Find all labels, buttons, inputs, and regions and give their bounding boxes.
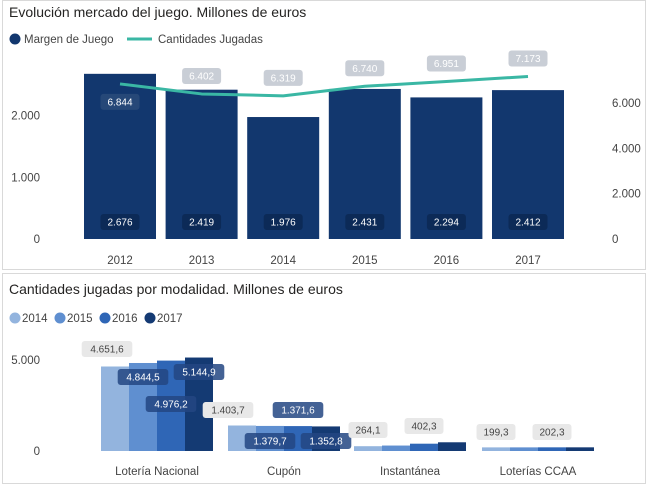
data-label-2015: 4.844,5: [126, 373, 160, 384]
data-label-2016: 202,3: [539, 428, 564, 439]
data-label-2014-bg: [348, 422, 388, 438]
data-label-2017: 5.144,9: [182, 368, 216, 379]
data-label-2015-bg: [117, 369, 169, 385]
bar-margen-de-juego: [328, 88, 401, 239]
y-tick-label: 5.000: [11, 355, 40, 367]
data-label-margen: 2.431: [352, 218, 377, 229]
data-label-2014: 1.403,7: [211, 406, 245, 417]
x-tick-label: 2016: [434, 255, 460, 267]
data-label-2016-bg: [404, 418, 444, 434]
data-label-margen: 2.419: [189, 218, 214, 229]
data-label-cantidades: 7.173: [515, 54, 540, 65]
y-right-tick-label: 2.000: [612, 189, 641, 201]
line-cantidades-jugadas: [119, 74, 529, 98]
data-label-cantidades: 6.844: [107, 97, 132, 108]
x-tick-label: Cupón: [267, 466, 301, 478]
bar-2016: [410, 443, 438, 451]
legend-label-2014: 2014: [22, 313, 48, 325]
data-label-2014-bg: [202, 402, 254, 418]
x-tick-label: 2017: [515, 255, 541, 267]
data-label-cantidades: 6.402: [189, 71, 214, 82]
y-left-tick-label: 0: [34, 234, 40, 246]
data-label-margen-bg: [263, 214, 303, 230]
bar-2015: [510, 447, 538, 451]
data-label-2015-bg: [244, 433, 296, 449]
data-label-2016-bg: [145, 396, 197, 412]
bar-2017: [438, 442, 466, 451]
data-label-cantidades-bg: [508, 50, 548, 67]
data-label-cantidades: 6.319: [271, 73, 296, 84]
data-label-cantidades-bg: [426, 55, 466, 72]
legend-label-2017: 2017: [157, 313, 183, 325]
legend-label-2016: 2016: [112, 313, 138, 325]
data-label-2014: 199,3: [483, 428, 508, 439]
data-label-cantidades-bg: [182, 67, 222, 84]
data-label-margen-bg: [345, 214, 385, 230]
data-label-cantidades: 6.951: [434, 59, 459, 70]
data-label-margen-bg: [508, 214, 548, 230]
data-label-margen: 1.976: [271, 218, 296, 229]
legend-label-cantidades: Cantidades Jugadas: [158, 34, 263, 46]
y-left-tick-label: 1.000: [11, 172, 40, 184]
bar-2017: [566, 447, 594, 451]
legend-marker-2016: [99, 312, 111, 324]
data-label-2017: 1.352,8: [309, 437, 343, 448]
y-right-tick-label: 4.000: [612, 143, 641, 155]
y-left-tick-label: 2.000: [11, 111, 40, 123]
data-label-cantidades-bg: [100, 93, 140, 110]
legend-marker-2015: [54, 312, 66, 324]
y-right-tick-label: 0: [612, 234, 618, 246]
y-right-tick-label: 6.000: [612, 98, 641, 110]
legend-marker-2014: [9, 312, 21, 324]
data-label-margen-bg: [426, 214, 466, 230]
legend-marker-2017: [144, 312, 156, 324]
data-label-margen-bg: [100, 214, 140, 230]
data-label-margen-bg: [182, 214, 222, 230]
data-label-2016-bg: [272, 402, 324, 418]
data-label-cantidades: 6.740: [352, 64, 377, 75]
data-label-2015: 1.379,7: [253, 437, 287, 448]
bar-2015: [382, 445, 410, 451]
bar-2014: [482, 447, 510, 451]
chart-title: Evolución mercado del juego. Millones de…: [9, 4, 307, 20]
data-label-2014-bg: [81, 341, 133, 357]
chart-title: Cantidades jugadas por modalidad. Millon…: [9, 281, 343, 297]
data-label-2014: 264,1: [355, 426, 380, 437]
data-label-2014-bg: [476, 424, 516, 440]
data-label-cantidades-bg: [263, 69, 303, 86]
bar-2014: [354, 446, 382, 451]
data-label-margen: 2.676: [107, 218, 132, 229]
y-tick-label: 0: [34, 446, 40, 458]
data-label-2016: 4.976,2: [154, 400, 188, 411]
x-tick-label: 2013: [189, 255, 215, 267]
data-label-2017-bg: [300, 433, 352, 449]
data-label-2016-bg: [532, 424, 572, 440]
data-label-2014: 4.651,6: [90, 345, 124, 356]
legend-label-margen: Margen de Juego: [24, 34, 114, 46]
x-tick-label: 2012: [107, 255, 133, 267]
chart-evolucion: Margen de Juego Cantidades Jugadas 0 1.000 2…: [9, 33, 641, 267]
data-label-2016: 402,3: [411, 422, 436, 433]
bar-2016: [538, 447, 566, 451]
data-label-margen: 2.412: [515, 218, 540, 229]
x-tick-label: 2015: [352, 255, 378, 267]
legend-marker-margen: [9, 33, 21, 45]
data-label-2016: 1.371,6: [281, 406, 315, 417]
x-tick-label: Instantánea: [380, 466, 441, 478]
x-tick-label: 2014: [270, 255, 296, 267]
data-label-cantidades-bg: [345, 60, 385, 77]
legend-label-2015: 2015: [67, 313, 93, 325]
x-tick-label: Lotería Nacional: [115, 466, 199, 478]
data-label-margen: 2.294: [434, 218, 459, 229]
data-label-2017-bg: [173, 364, 225, 380]
x-tick-label: Loterías CCAA: [500, 466, 577, 478]
